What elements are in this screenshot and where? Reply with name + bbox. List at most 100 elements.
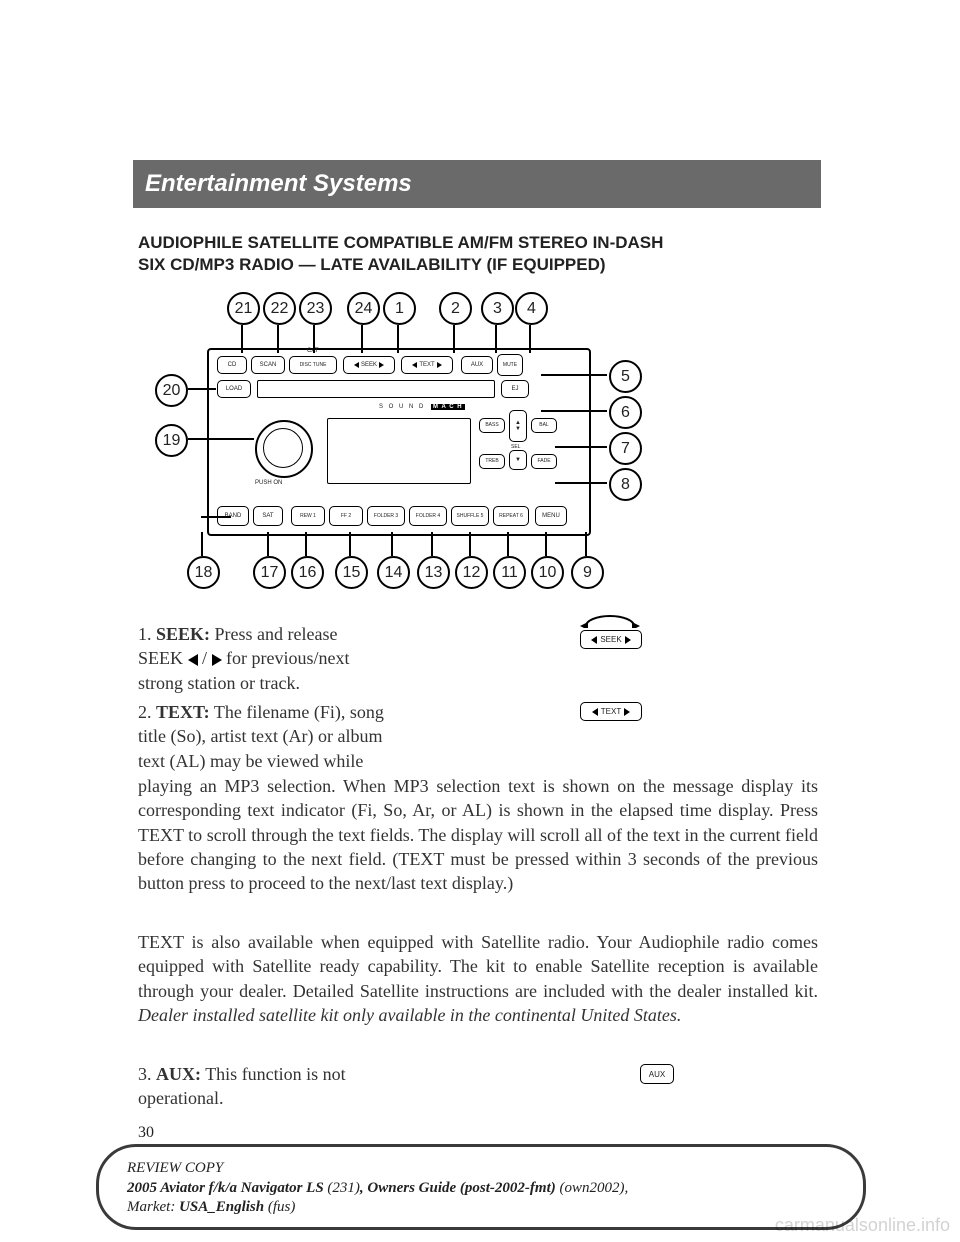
footer-l1: REVIEW COPY [127,1159,835,1179]
btn-load: LOAD [217,380,251,398]
btn-up-down: ▲▼ [509,410,527,442]
footer-box: REVIEW COPY 2005 Aviator f/k/a Navigator… [96,1144,866,1230]
callout-16: 16 [291,556,324,589]
sound-text: S O U N D [379,404,425,410]
p2-l2: title (So), artist text (Ar) or album [138,726,382,746]
leader [453,325,455,353]
p4-label: AUX: [156,1064,201,1084]
btn-sat: SAT [253,506,283,526]
leader [241,325,243,353]
callout-18: 18 [187,556,220,589]
leader [545,532,547,556]
f3b: USA_English [179,1199,264,1215]
p2-label: TEXT: [156,702,210,722]
leader [349,532,351,556]
callout-21: 21 [227,292,260,325]
volume-knob [255,420,313,478]
sound-label: S O U N D M A C H [379,404,465,410]
tri-right-icon [212,654,222,666]
btn-3: FOLDER 3 [367,506,405,526]
header-bar: Entertainment Systems [133,160,821,208]
btn-cd: CD [217,356,247,374]
btn-fade: FADE [531,454,557,469]
callout-11: 11 [493,556,526,589]
radio-inner: CD SCAN CAT DISC TUNE SEEK TEXT AUX MUTE… [209,350,589,534]
para1: 1. SEEK: Press and release SEEK / for pr… [138,622,508,695]
footer-l2: 2005 Aviator f/k/a Navigator LS (231), O… [127,1179,835,1199]
para2-body: playing an MP3 selection. When MP3 selec… [138,774,818,895]
leader [495,325,497,353]
callout-13: 13 [417,556,450,589]
btn-4: FOLDER 4 [409,506,447,526]
leader [541,374,607,376]
f2b: (231) [324,1180,360,1196]
p1-l2c: for previous/next [226,648,349,668]
callout-8: 8 [609,468,642,501]
p4-rest: This function is not [205,1064,346,1084]
f2c: , Owners Guide (post-2002-fmt) [360,1180,556,1196]
p4-num: 3. [138,1064,152,1084]
leader [529,325,531,353]
btn-down: ▼ [509,450,527,470]
p1-label: SEEK: [156,624,210,644]
p1-l2b: / [202,648,212,668]
callout-3: 3 [481,292,514,325]
tri-left-icon [188,654,198,666]
btn-menu: MENU [535,506,567,526]
watermark: carmanualsonline.info [775,1215,950,1236]
btn-bal: BAL [531,418,557,433]
btn-seek-label: SEEK [361,362,377,368]
leader [305,532,307,556]
callout-7: 7 [609,432,642,465]
btn-bass: BASS [479,418,505,433]
f3c: (fus) [264,1199,295,1215]
btn-treb: TREB [479,454,505,469]
leader [313,325,315,353]
btn-ej: EJ [501,380,529,398]
header-text: Entertainment Systems [133,170,412,198]
leader [201,516,231,518]
mini-seek-label: SEEK [600,635,621,644]
para2-narrow: 2. TEXT: The filename (Fi), song title (… [138,700,508,773]
callout-2: 2 [439,292,472,325]
leader [541,410,607,412]
section-title: AUDIOPHILE SATELLITE COMPATIBLE AM/FM ST… [138,232,818,276]
p3-body: TEXT is also available when equipped wit… [138,932,818,1001]
leader [188,388,216,390]
callout-12: 12 [455,556,488,589]
radio-diagram: CD SCAN CAT DISC TUNE SEEK TEXT AUX MUTE… [155,292,639,590]
callout-10: 10 [531,556,564,589]
leader [201,532,203,556]
para4: 3. AUX: This function is not operational… [138,1062,508,1111]
callout-20: 20 [155,374,188,407]
p2-num: 2. [138,702,152,722]
btn-text: TEXT [401,356,453,374]
callout-22: 22 [263,292,296,325]
leader [397,325,399,353]
p2-l3: text (AL) may be viewed while [138,751,363,771]
para3: TEXT is also available when equipped wit… [138,930,818,1027]
p1-num: 1. [138,624,152,644]
btn-5: SHUFFLE 5 [451,506,489,526]
radio-body: CD SCAN CAT DISC TUNE SEEK TEXT AUX MUTE… [207,348,591,536]
p1-rest: Press and release [215,624,338,644]
btn-seek: SEEK [343,356,395,374]
f3a: Market: [127,1199,179,1215]
page: Entertainment Systems AUDIOPHILE SATELLI… [0,0,960,1242]
btn-aux: AUX [461,356,493,374]
p1-l2a: SEEK [138,648,188,668]
section-title-line2: SIX CD/MP3 RADIO — LATE AVAILABILITY (IF… [138,254,818,276]
leader [277,325,279,353]
mini-seek-btn: SEEK [580,630,642,649]
tri-right-icon [624,708,630,716]
callout-6: 6 [609,396,642,429]
btn-mute: MUTE [497,354,523,376]
callout-14: 14 [377,556,410,589]
callout-9: 9 [571,556,604,589]
btn-6: REPEAT 6 [493,506,529,526]
leader [188,438,254,440]
cd-slot [257,380,495,398]
footer-l3: Market: USA_English (fus) [127,1198,835,1218]
f2e: , [625,1180,629,1196]
btn-disc-tune: DISC TUNE [289,356,337,374]
